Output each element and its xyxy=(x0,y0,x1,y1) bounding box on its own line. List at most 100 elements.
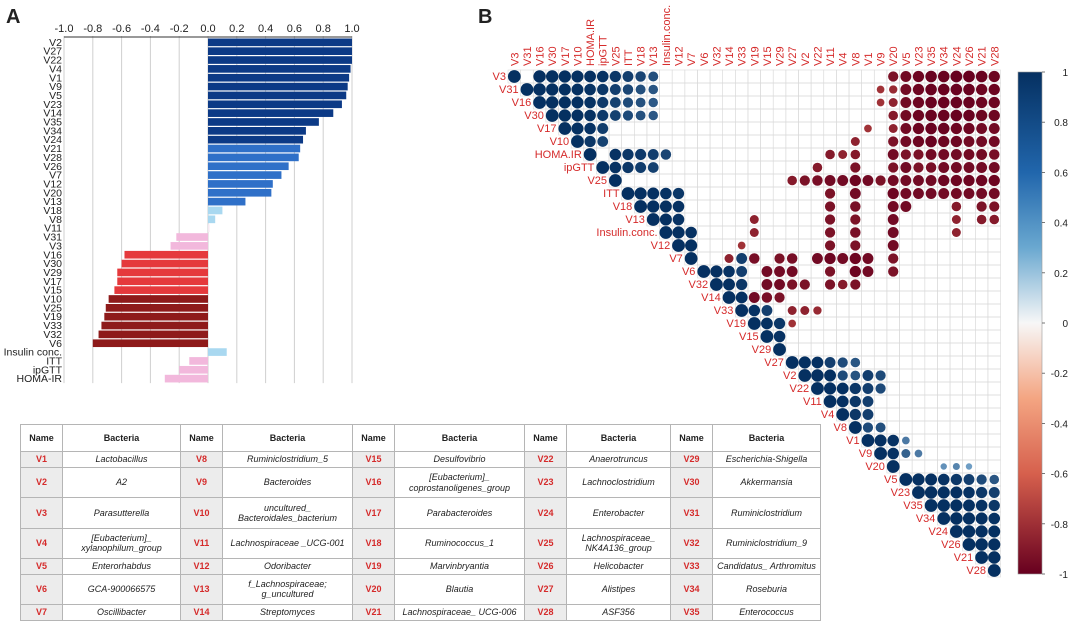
grid-cell xyxy=(873,134,888,149)
bacteria-name: A2 xyxy=(62,466,181,499)
variable-code: V32 xyxy=(670,527,713,559)
bacteria-name: f_Lachnospiraceae; g_uncultured xyxy=(222,573,353,606)
column-label: V2 xyxy=(800,53,812,66)
grid-cell xyxy=(772,82,787,97)
row-label: V20 xyxy=(865,461,885,473)
correlation-dot xyxy=(824,175,836,186)
correlation-dot xyxy=(837,279,848,290)
column-label: V20 xyxy=(888,46,900,66)
grid-cell xyxy=(962,420,976,435)
correlation-dot xyxy=(862,383,874,394)
category-label: V28 xyxy=(43,152,62,164)
row-label: V4 xyxy=(821,409,834,421)
correlation-dot xyxy=(659,213,672,226)
correlation-dot xyxy=(774,292,785,303)
grid-cell xyxy=(861,95,875,110)
grid-cell xyxy=(949,381,963,396)
correlation-dot xyxy=(648,71,659,82)
grid-cell xyxy=(772,303,787,318)
grid-cell xyxy=(785,82,799,97)
column-label: Insulin.conc. xyxy=(661,5,673,66)
correlation-dot xyxy=(634,200,648,213)
row-label: Insulin.conc. xyxy=(596,227,657,239)
variable-code: V6 xyxy=(20,573,63,606)
grid-cell xyxy=(772,238,787,253)
correlation-dot xyxy=(788,319,797,328)
grid-cell xyxy=(987,251,1001,266)
category-label: V26 xyxy=(43,161,62,173)
correlation-dot xyxy=(773,343,786,356)
grid-cell xyxy=(987,238,1001,253)
correlation-dot xyxy=(558,96,571,109)
grid-cell xyxy=(924,394,938,409)
correlation-dot xyxy=(975,174,988,187)
grid-cell xyxy=(987,316,1001,331)
correlation-dot xyxy=(887,434,899,447)
grid-cell xyxy=(987,355,1001,370)
grid-cell xyxy=(836,108,850,123)
grid-cell xyxy=(937,277,951,292)
row-label: V14 xyxy=(701,292,721,304)
correlation-dot xyxy=(735,291,748,304)
grid-cell xyxy=(886,277,900,292)
grid-cell xyxy=(873,121,888,136)
correlation-dot xyxy=(976,162,988,173)
grid-cell xyxy=(684,121,698,136)
correlation-dot xyxy=(988,499,1000,512)
correlation-dot xyxy=(887,149,899,160)
variable-code: V14 xyxy=(180,604,223,621)
grid-cell xyxy=(949,355,963,370)
grid-cell xyxy=(697,147,711,162)
correlation-dot xyxy=(849,174,861,187)
grid-cell xyxy=(911,225,926,240)
grid-cell xyxy=(697,134,711,149)
grid-cell xyxy=(937,290,951,305)
grid-cell xyxy=(684,82,698,97)
grid-cell xyxy=(659,69,673,84)
bacteria-name: Streptomyces xyxy=(222,604,353,621)
grid-cell xyxy=(785,108,799,123)
column-label: V4 xyxy=(838,53,850,66)
grid-cell xyxy=(709,108,724,123)
grid-cell xyxy=(873,329,888,344)
correlation-dot xyxy=(635,148,647,161)
correlation-dot xyxy=(976,188,988,199)
row-label: V31 xyxy=(499,84,519,96)
grid-cell xyxy=(873,264,888,279)
grid-cell xyxy=(836,316,850,331)
row-label: V12 xyxy=(651,240,671,252)
grid-cell xyxy=(873,238,888,253)
column-label: V26 xyxy=(964,46,976,66)
grid-cell xyxy=(659,82,673,97)
colorbar-tick-label: 1 xyxy=(1062,68,1068,79)
grid-cell xyxy=(899,303,913,318)
category-label: V16 xyxy=(43,249,62,261)
grid-cell xyxy=(886,290,900,305)
grid-cell xyxy=(798,186,812,201)
grid-cell xyxy=(671,95,686,110)
grid-cell xyxy=(861,186,875,201)
correlation-dot xyxy=(724,254,734,263)
column-label: V32 xyxy=(711,46,723,66)
bacteria-name: Lachnospiraceae _UCG-001 xyxy=(222,527,353,559)
grid-cell xyxy=(785,121,799,136)
grid-cell xyxy=(962,264,976,279)
grid-cell xyxy=(962,355,976,370)
variable-code: V1 xyxy=(20,451,63,468)
correlation-dot xyxy=(988,162,1000,173)
correlation-dot xyxy=(962,512,976,525)
grid-cell xyxy=(735,121,749,136)
correlation-dot xyxy=(975,525,988,538)
panel-a-letter: A xyxy=(6,6,21,28)
grid-cell xyxy=(684,186,698,201)
grid-cell xyxy=(798,108,812,123)
category-label: V12 xyxy=(43,178,62,190)
bar xyxy=(208,109,334,117)
grid-cell xyxy=(697,69,711,84)
correlation-dot xyxy=(950,135,962,148)
correlation-dot xyxy=(672,239,685,252)
correlation-dot xyxy=(913,188,924,199)
grid-cell xyxy=(722,186,736,201)
grid-cell xyxy=(975,225,989,240)
grid-cell xyxy=(949,329,963,344)
